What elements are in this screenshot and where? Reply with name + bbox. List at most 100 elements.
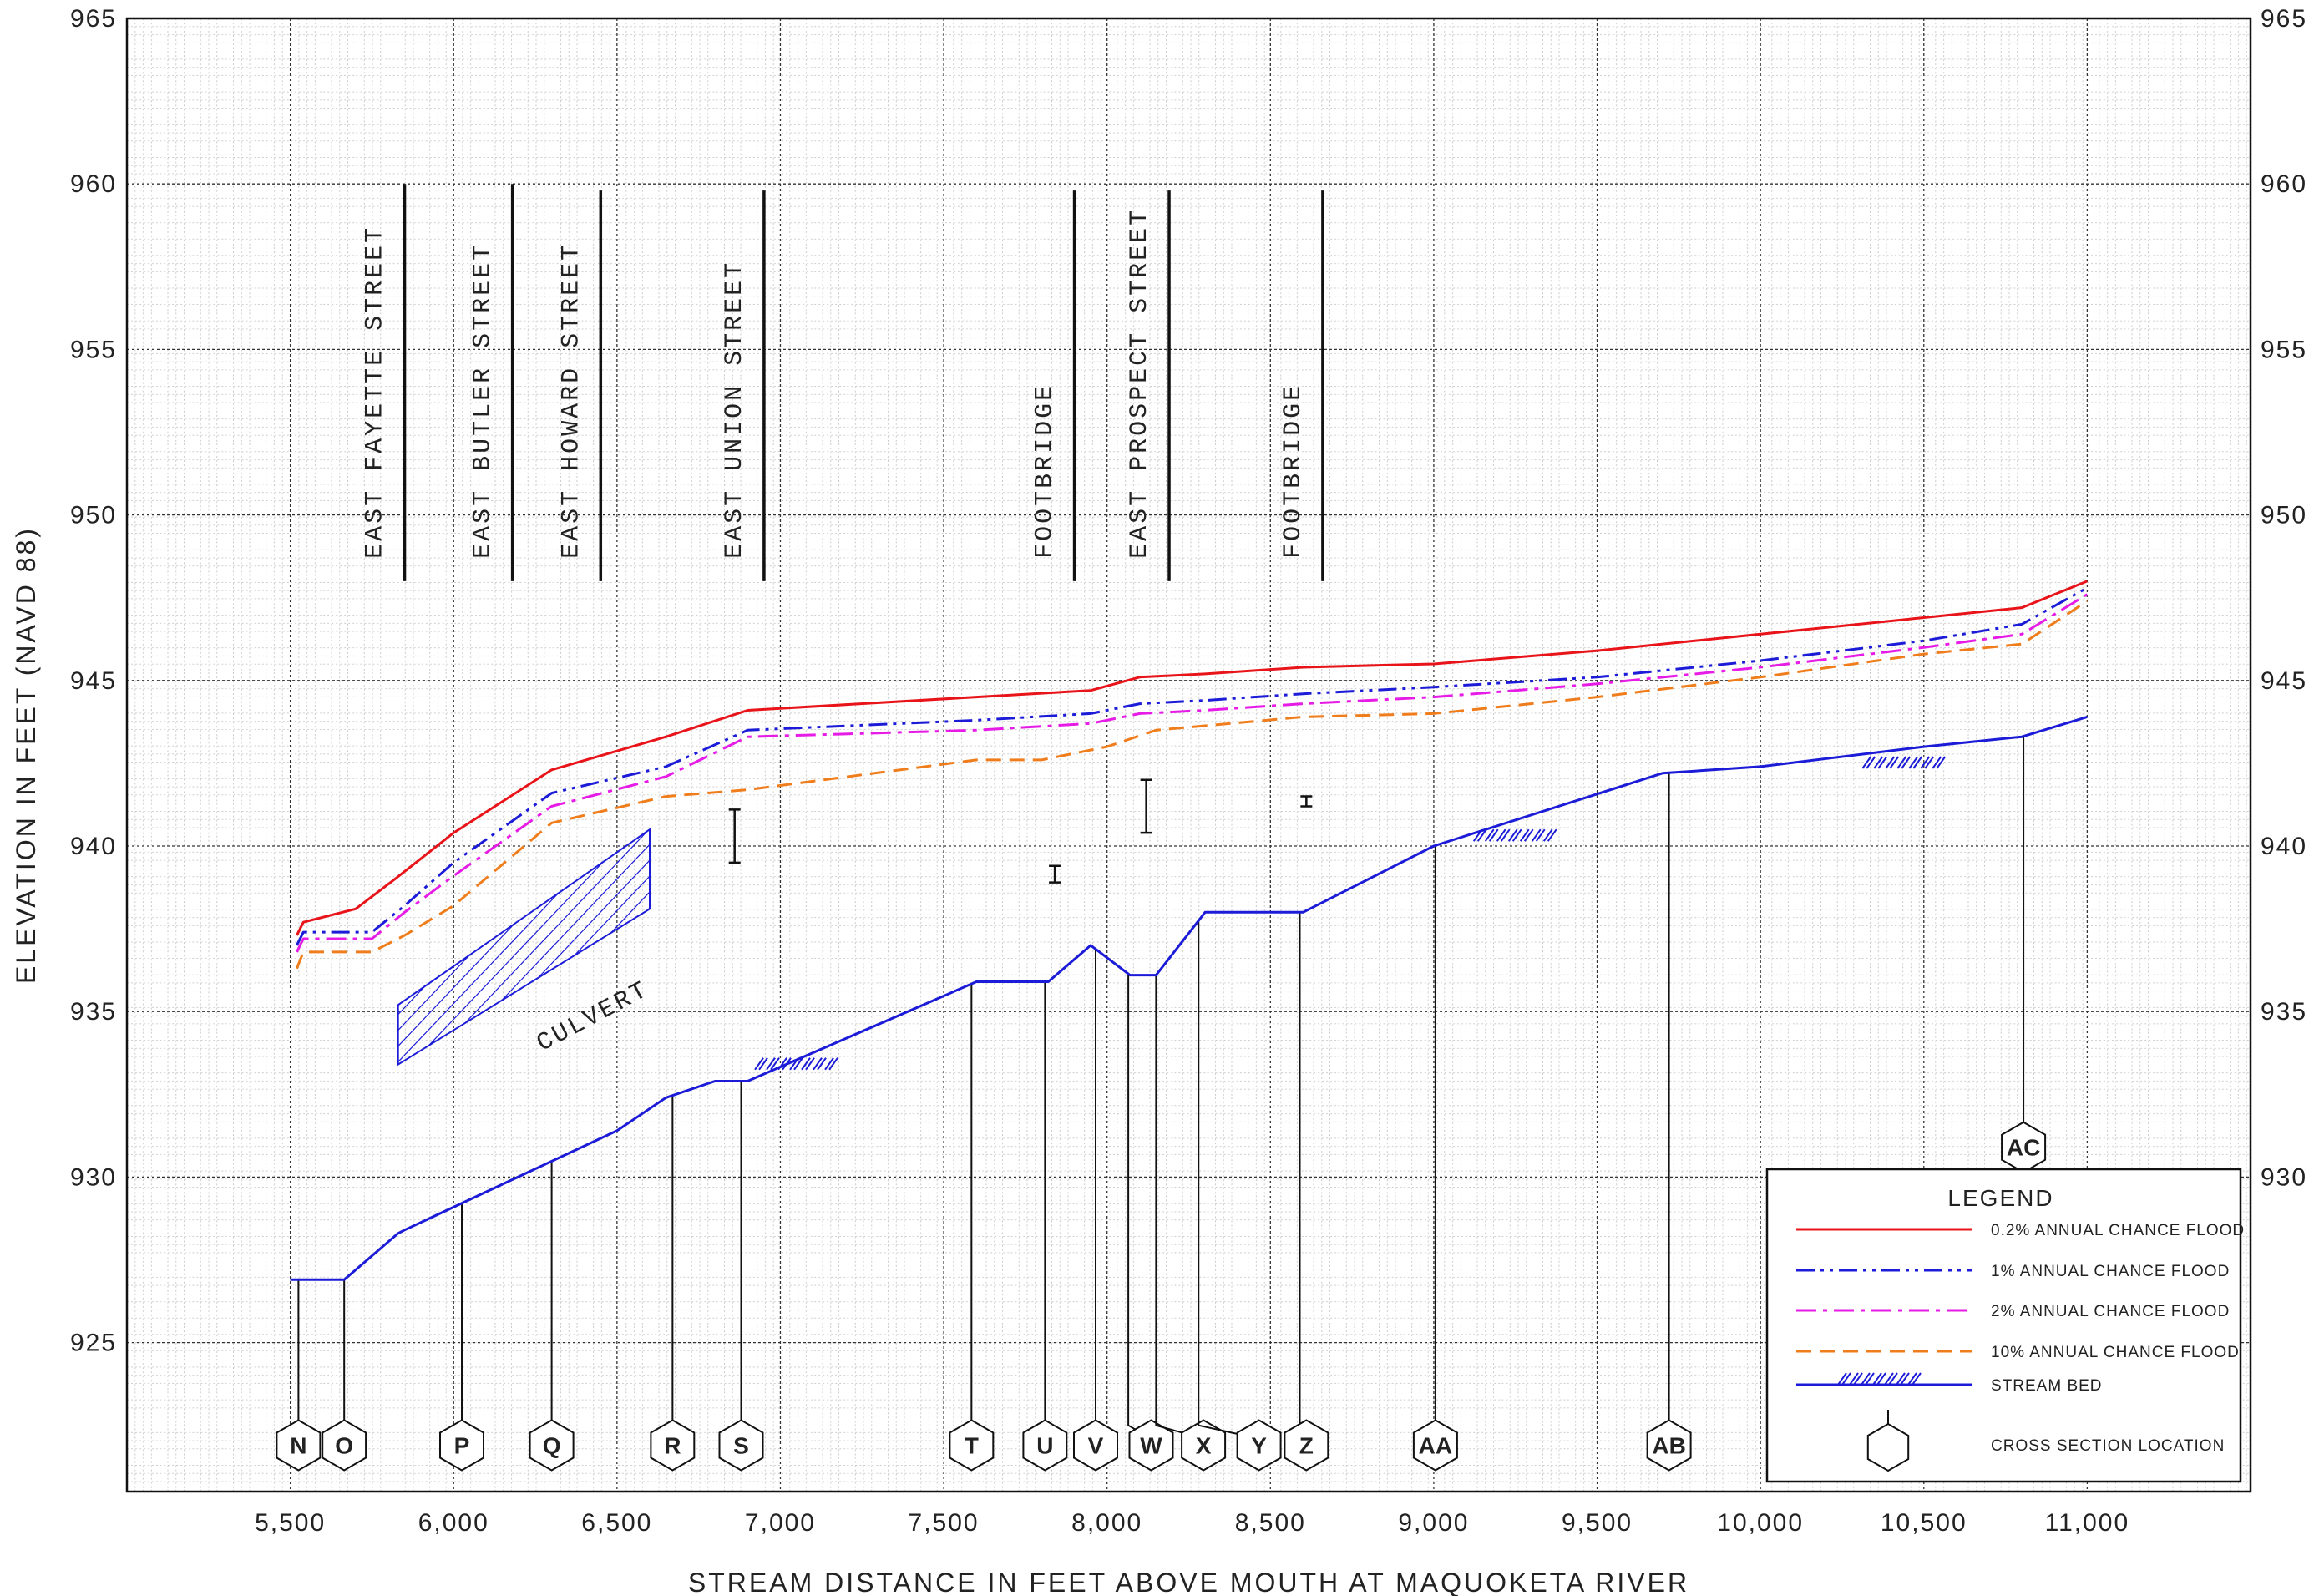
plot-border xyxy=(125,17,2252,1493)
x-tick-label: 11,000 xyxy=(2045,1509,2130,1537)
cross-section-hexagon xyxy=(1022,1419,1068,1472)
structure-label: EAST HOWARD STREET xyxy=(557,243,585,559)
cross-sections: N O P Q R S T U V W X Y Z AA AB AC xyxy=(276,737,2047,1472)
stream-bed-hatch-strokes xyxy=(754,1057,838,1071)
culvert-outline xyxy=(397,828,651,1067)
legend-label: 10% ANNUAL CHANCE FLOOD xyxy=(1991,1344,2240,1361)
plot-frame xyxy=(125,17,2252,1493)
y-tick-label: 925 xyxy=(70,1330,117,1357)
cross-section-label: R xyxy=(664,1433,681,1459)
y-tick-label: 940 xyxy=(70,833,117,860)
cross-section-label: AA xyxy=(1419,1433,1452,1459)
cross-section-label: Q xyxy=(543,1433,561,1459)
series-line-flood_02 xyxy=(296,580,2088,936)
cross-section-hexagon xyxy=(1073,1419,1118,1472)
stream-bed-hatch xyxy=(1472,828,1557,842)
structure-label: FOOTBRIDGE xyxy=(1279,383,1308,559)
cross-section-hexagon xyxy=(949,1419,995,1472)
x-tick-label: 8,000 xyxy=(1071,1509,1142,1537)
x-axis-title: STREAM DISTANCE IN FEET ABOVE MOUTH AT M… xyxy=(688,1568,1689,1596)
structure-label: EAST PROSPECT STREET xyxy=(1126,208,1154,559)
structure-label: EAST BUTLER STREET xyxy=(469,243,498,559)
bridge-deck-bar xyxy=(1300,795,1313,808)
y-tick-label: 945 xyxy=(70,667,117,695)
y-axis-title: ELEVATION IN FEET (NAVD 88) xyxy=(11,526,41,984)
legend-bed-hatch-strokes xyxy=(1837,1372,1922,1386)
cross-section-label: Z xyxy=(1299,1433,1314,1459)
cross-section-label: P xyxy=(454,1433,470,1459)
y-tick-label: 950 xyxy=(70,502,117,529)
cross-section-label: V xyxy=(1088,1433,1104,1459)
structure-label: EAST FAYETTE STREET xyxy=(362,225,390,559)
bridge-deck-bar xyxy=(728,808,741,864)
cross-section-label: O xyxy=(335,1433,353,1459)
cross-section-hexagon xyxy=(1412,1419,1458,1472)
y-tick-label: 930 xyxy=(70,1163,117,1191)
cross-section-hexagon xyxy=(276,1419,322,1472)
cross-section-label: S xyxy=(733,1433,749,1459)
x-tick-label: 7,500 xyxy=(909,1509,980,1537)
y-tick-label-right: 930 xyxy=(2261,1163,2307,1191)
cross-section-label: X xyxy=(1196,1433,1212,1459)
x-tick-label: 9,500 xyxy=(1562,1509,1633,1537)
culvert-hatching xyxy=(397,829,650,1065)
y-tick-label: 955 xyxy=(70,336,117,363)
culvert-hatch-lines xyxy=(397,829,650,1065)
cross-section-label: T xyxy=(965,1433,979,1459)
y-tick-label: 965 xyxy=(70,5,117,33)
y-tick-label-right: 945 xyxy=(2261,667,2307,695)
cross-section-hexagon xyxy=(1236,1419,1282,1472)
cross-section-hexagon xyxy=(1181,1419,1227,1472)
profile-series xyxy=(290,580,2089,1281)
y-tick-label-right: 960 xyxy=(2261,170,2307,198)
legend-label: 2% ANNUAL CHANCE FLOOD xyxy=(1991,1303,2230,1320)
series-line-bed xyxy=(290,715,2088,1281)
legend-title: LEGEND xyxy=(1947,1185,2053,1211)
x-tick-label: 9,000 xyxy=(1398,1509,1469,1537)
structure-label: EAST UNION STREET xyxy=(721,261,749,559)
y-tick-label-right: 955 xyxy=(2261,336,2307,363)
legend-label: STREAM BED xyxy=(1991,1377,2103,1395)
legend-label: 1% ANNUAL CHANCE FLOOD xyxy=(1991,1263,2230,1280)
legend: LEGEND 0.2% ANNUAL CHANCE FLOOD 1% ANNUAL … xyxy=(1765,1168,2245,1483)
cross-section-hexagon xyxy=(1646,1419,1692,1472)
series-line-flood_10 xyxy=(296,600,2089,970)
cross-section-label: AC xyxy=(2007,1135,2040,1161)
structures: EAST FAYETTE STREET EAST BUTLER STREET EAS… xyxy=(362,184,1324,884)
grid-layer xyxy=(127,18,2251,1492)
y-tick-label-right: 965 xyxy=(2261,5,2307,33)
legend-xs-hexagon xyxy=(1866,1422,1910,1472)
y-tick-label-right: 935 xyxy=(2261,998,2307,1026)
cross-section-hexagon xyxy=(529,1419,575,1472)
cross-section-hexagon xyxy=(1284,1419,1329,1472)
y-tick-label: 960 xyxy=(70,170,117,198)
structure-label: FOOTBRIDGE xyxy=(1031,383,1060,559)
x-tick-label: 8,500 xyxy=(1235,1509,1306,1537)
x-tick-label: 6,000 xyxy=(418,1509,489,1537)
series-line-flood_1 xyxy=(296,586,2089,946)
cross-section-label: N xyxy=(290,1433,306,1459)
x-tick-label: 10,000 xyxy=(1717,1509,1804,1537)
stream-bed-hatch xyxy=(754,1057,838,1071)
cross-section-label: AB xyxy=(1652,1433,1685,1459)
legend-label: CROSS SECTION LOCATION xyxy=(1991,1437,2225,1455)
x-tick-label: 6,500 xyxy=(581,1509,652,1537)
axes: 5,500 6,000 6,500 7,000 7,500 8,000 8,500 9,000… xyxy=(11,5,2307,1596)
series-line-flood_2 xyxy=(296,593,2089,953)
stream-bed-hatch-strokes xyxy=(1472,828,1557,842)
y-tick-label-right: 940 xyxy=(2261,833,2307,860)
cross-section-hexagon xyxy=(718,1419,764,1472)
legend-box xyxy=(1765,1168,2242,1483)
y-tick-label-right: 950 xyxy=(2261,502,2307,529)
cross-section-hexagon xyxy=(322,1419,367,1472)
stream-bed-hatch xyxy=(1861,756,1947,769)
cross-section-label: W xyxy=(1140,1433,1162,1459)
x-tick-label: 5,500 xyxy=(255,1509,326,1537)
x-tick-label: 7,000 xyxy=(745,1509,816,1537)
cross-section-label: U xyxy=(1036,1433,1053,1459)
cross-section-label: Y xyxy=(1251,1433,1267,1459)
cross-section-hexagon xyxy=(1128,1419,1174,1472)
cross-section-hexagon xyxy=(650,1419,696,1472)
legend-label: 0.2% ANNUAL CHANCE FLOOD xyxy=(1991,1222,2245,1239)
